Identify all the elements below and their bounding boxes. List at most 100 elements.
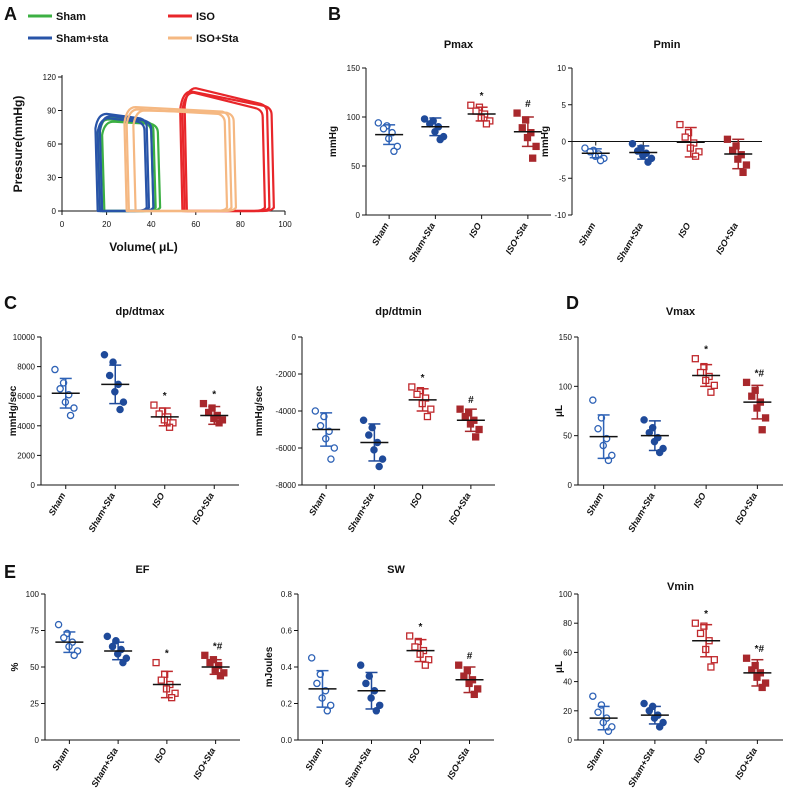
significance-marker: *: [419, 622, 423, 633]
x-tick-label: ISO: [150, 491, 166, 509]
data-point: [644, 158, 652, 166]
pv-loop: [179, 90, 275, 213]
data-point: [375, 701, 384, 710]
data-point: [119, 398, 128, 406]
y-tick-label: 30: [47, 174, 56, 183]
data-point: [475, 425, 483, 434]
data-point: [330, 444, 339, 452]
y-tick-label: 0.0: [281, 736, 293, 745]
y-tick-label: 6000: [17, 392, 35, 401]
data-point: [640, 416, 648, 424]
y-tick-label: 0.2: [281, 700, 293, 709]
y-tick-label: 0: [292, 333, 297, 342]
data-point: [710, 381, 718, 389]
data-point: [461, 412, 469, 421]
y-axis-label: %: [10, 662, 21, 671]
significance-marker: *#: [755, 644, 765, 655]
y-tick-label: -5: [559, 174, 567, 183]
x-tick-label: Sham+Sta: [626, 491, 657, 534]
data-point: [379, 125, 388, 133]
x-tick-label: ISO+Sta: [733, 746, 759, 781]
y-tick-label: 0: [568, 481, 573, 490]
data-point: [100, 351, 109, 359]
data-point: [691, 619, 699, 627]
data-point: [423, 412, 432, 421]
data-point: [628, 139, 637, 148]
chart-title: dp/dtmin: [375, 306, 422, 318]
y-tick-label: -2000: [276, 370, 297, 379]
y-axis-label: mJoules: [264, 646, 275, 687]
y-tick-label: -10: [554, 211, 566, 220]
significance-marker: *: [421, 373, 425, 384]
x-tick-label: Sham: [307, 491, 328, 517]
data-point: [707, 663, 715, 671]
y-tick-label: 100: [559, 382, 573, 391]
significance-marker: *: [480, 91, 484, 102]
y-tick-label: 50: [30, 663, 39, 672]
x-tick-label: Sham+Sta: [407, 221, 438, 264]
data-point: [307, 654, 316, 662]
data-point: [378, 455, 387, 463]
data-point: [681, 133, 689, 141]
sw-chart: SW mJoules 0.0 0.2 0.4 0.6 0.8 Sham Sham+Sta ISO I…: [264, 564, 494, 789]
y-tick-label: 75: [30, 627, 39, 636]
data-point: [327, 455, 335, 463]
data-point: [157, 676, 165, 684]
y-tick-label: 4000: [17, 422, 35, 431]
data-point: [155, 410, 163, 418]
data-point: [513, 109, 521, 117]
dpdtmax-chart: dp/dtmax mmHg/sec 0 2000 4000 6000 8000 10000 Sh…: [8, 306, 239, 534]
x-tick-label: Sham+Sta: [343, 746, 374, 789]
x-tick-label: 20: [102, 220, 111, 229]
y-tick-label: -4000: [276, 407, 297, 416]
y-tick-label: 100: [347, 113, 361, 122]
x-tick-label: 0: [60, 220, 65, 229]
y-tick-label: 20: [563, 707, 572, 716]
y-axis-label: Pressure(mmHg): [11, 96, 25, 193]
x-tick-label: ISO: [408, 491, 424, 509]
x-tick-label: Sham: [303, 746, 324, 772]
data-point: [206, 658, 214, 667]
data-point: [742, 378, 751, 387]
x-tick-label: Sham+Sta: [346, 491, 377, 534]
data-point: [420, 115, 429, 123]
x-tick-label: ISO+Sta: [733, 491, 759, 526]
y-tick-label: 100: [559, 590, 573, 599]
x-tick-label: Sham+Sta: [614, 221, 645, 264]
chart-title: Pmin: [654, 39, 681, 51]
data-point: [313, 679, 321, 688]
x-tick-label: 80: [236, 220, 245, 229]
data-point: [116, 405, 124, 414]
x-tick-label: ISO: [676, 221, 692, 239]
y-tick-label: 150: [347, 64, 361, 73]
data-point: [362, 679, 370, 688]
data-point: [365, 431, 373, 439]
chart-title: SW: [387, 564, 405, 576]
data-point: [676, 120, 684, 129]
data-point: [66, 411, 75, 420]
data-point: [645, 428, 654, 437]
significance-marker: *#: [213, 641, 223, 652]
ef-chart: EF% 0 25 50 75 100 Sham Sham+Sta ISO ISO+Sta * *#: [10, 564, 240, 789]
data-point: [165, 423, 174, 431]
data-point: [460, 672, 468, 680]
data-point: [589, 692, 597, 700]
y-tick-label: 80: [563, 619, 572, 628]
x-tick-label: Sham+Sta: [89, 746, 120, 789]
data-point: [470, 690, 478, 699]
chart-title: dp/dtmax: [116, 306, 166, 318]
x-tick-label: ISO+Sta: [504, 221, 530, 256]
chart-title: Vmax: [666, 306, 696, 318]
data-point: [467, 101, 475, 109]
data-point: [594, 425, 602, 433]
y-axis-label: mmHg: [540, 126, 551, 157]
y-tick-label: 90: [47, 107, 56, 116]
data-point: [729, 146, 737, 154]
data-point: [723, 135, 732, 143]
y-tick-label: 100: [26, 590, 40, 599]
data-point: [532, 142, 540, 151]
data-point: [108, 642, 117, 651]
pmax-chart: Pmax mmHg 0 50 100 150 Sham Sham+Sta ISO ISO+Sta *…: [328, 39, 551, 264]
x-tick-label: 100: [278, 220, 292, 229]
chart-title: Vmin: [667, 581, 694, 593]
